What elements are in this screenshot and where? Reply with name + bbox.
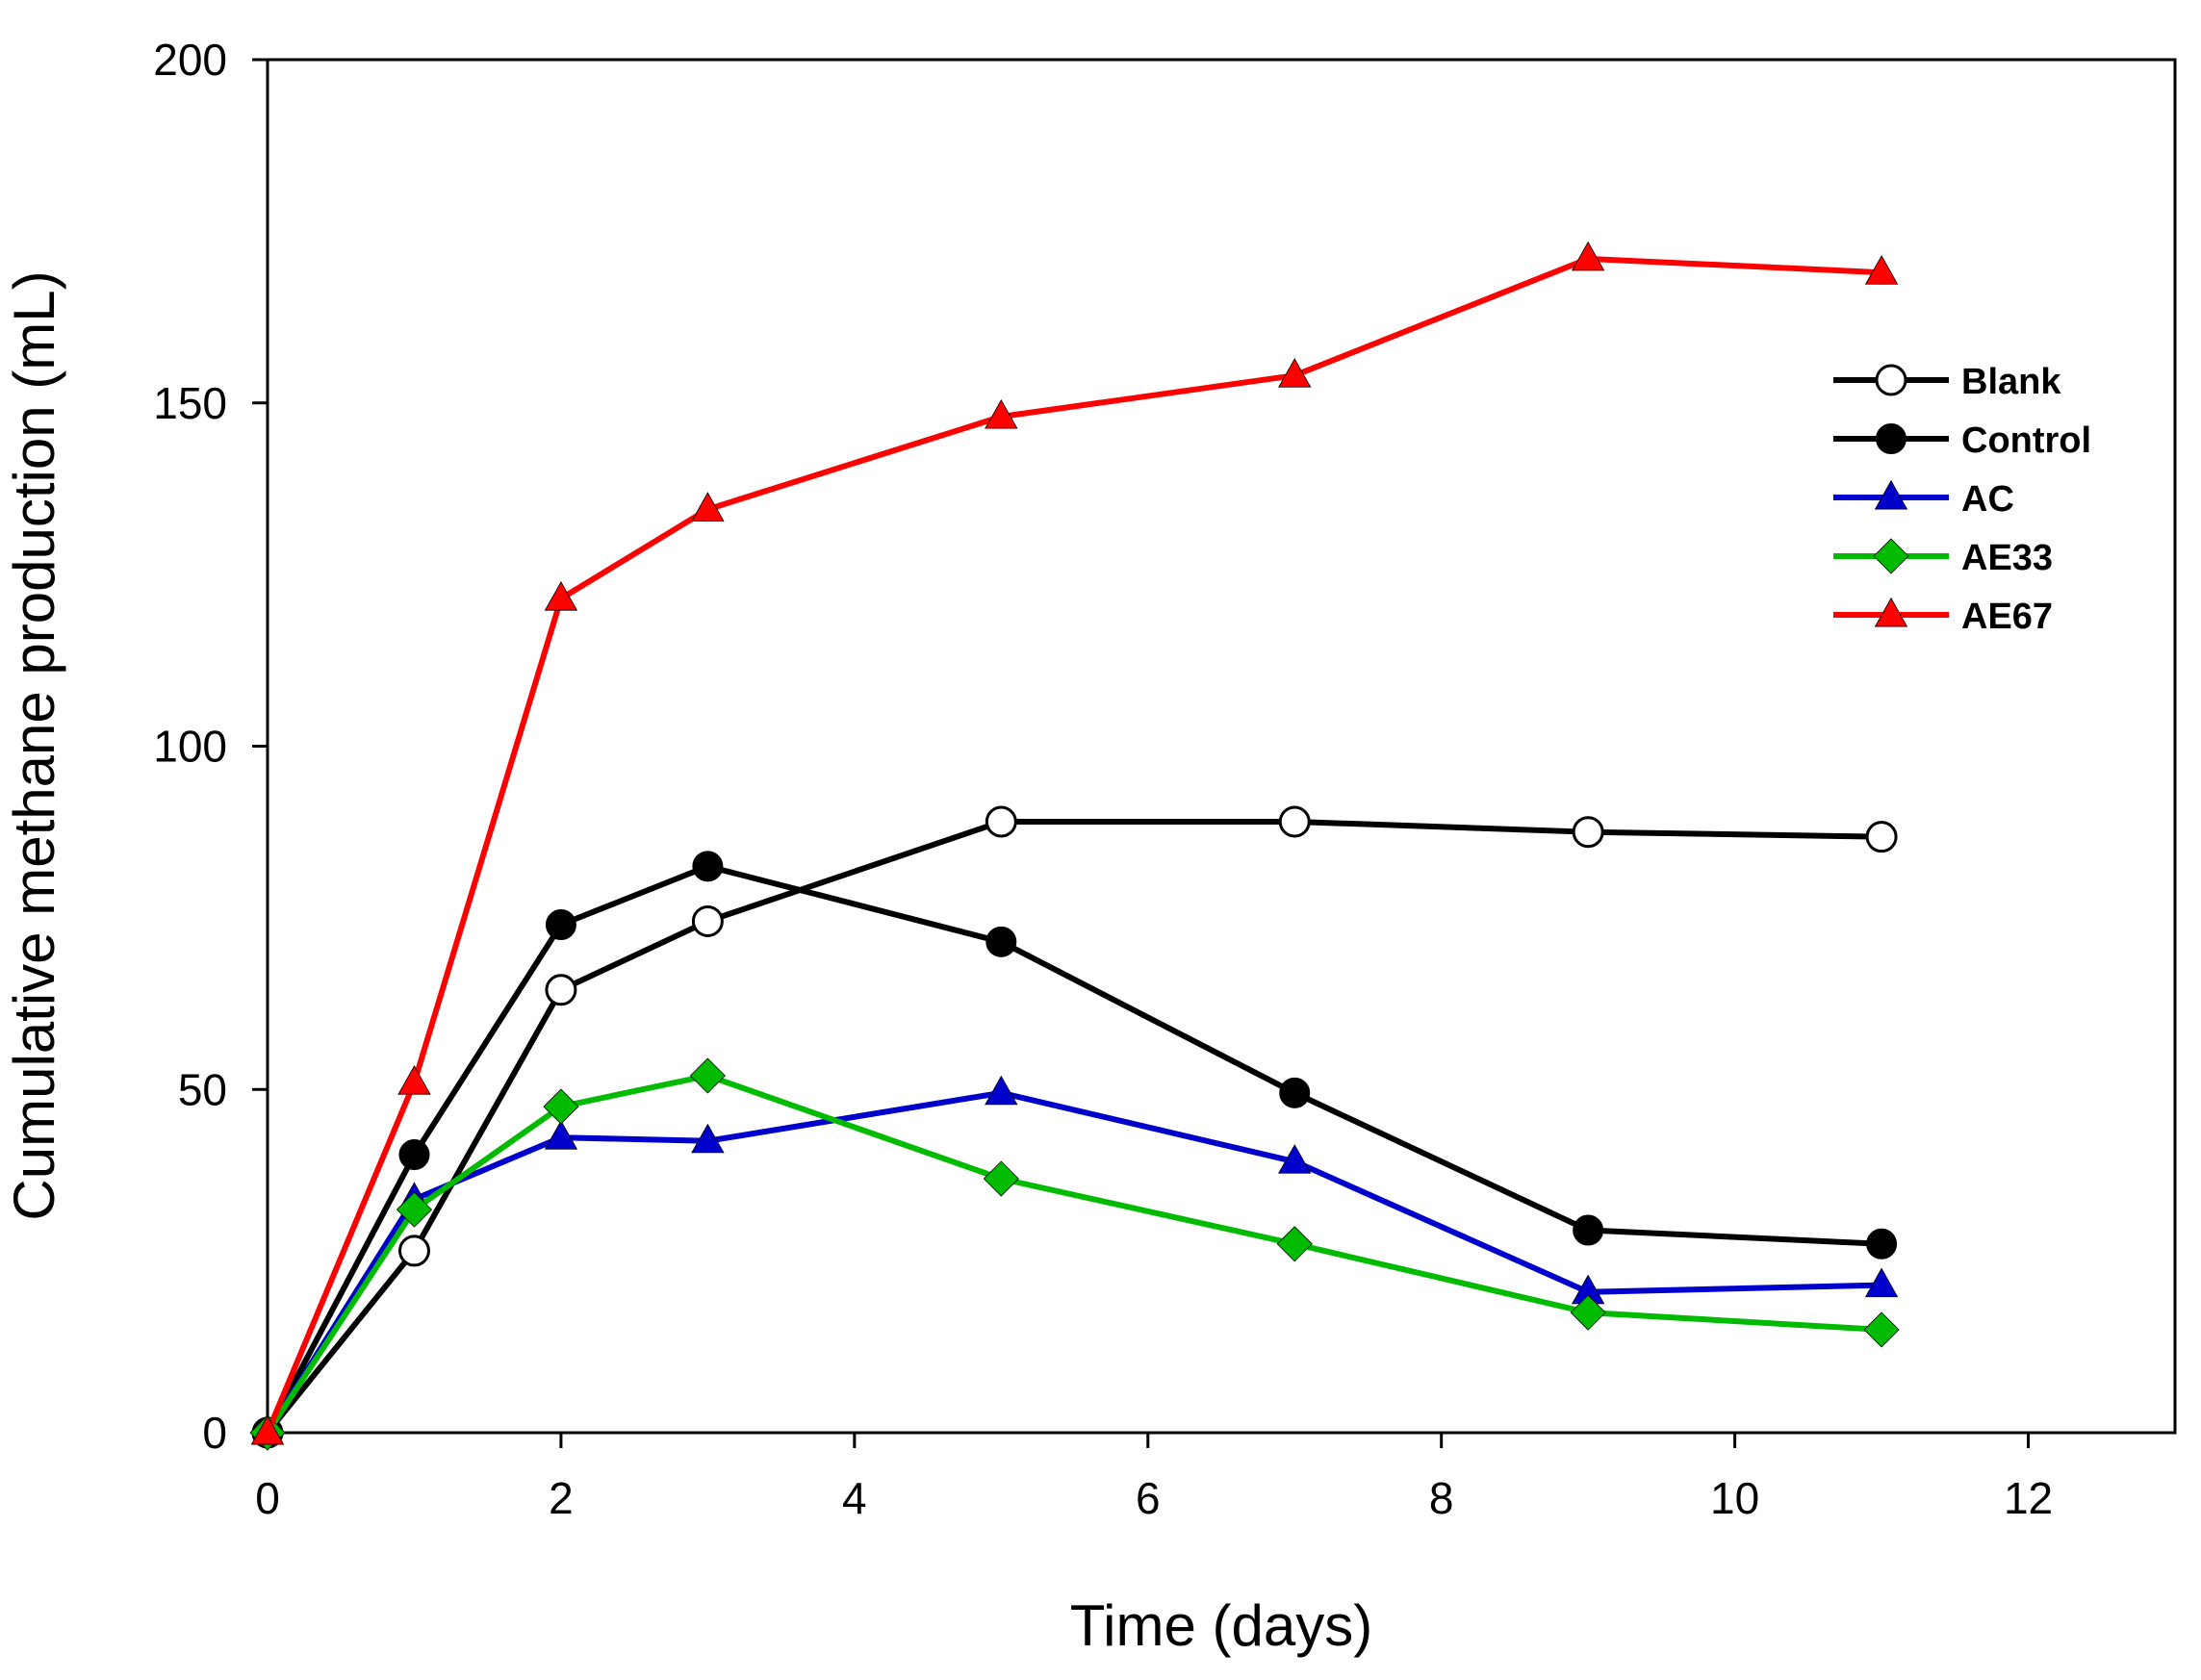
series-line-ae33 [265, 1072, 1882, 1435]
series-blank [251, 805, 1898, 1449]
data-point-control [398, 1139, 430, 1171]
data-point-ae33 [543, 1088, 579, 1125]
data-point-ac [691, 1123, 725, 1154]
data-point-control [1573, 1214, 1604, 1246]
data-point-ae33 [1276, 1226, 1313, 1262]
x-tick-label: 2 [549, 1473, 574, 1523]
y-tick-label: 150 [153, 378, 227, 428]
x-tick-label: 12 [2004, 1473, 2053, 1523]
data-point-blank [397, 1235, 430, 1267]
legend-marker-ac [1874, 479, 1908, 510]
legend-item-control: Control [1833, 420, 2091, 461]
legend-label-blank: Blank [1961, 362, 2061, 402]
x-tick-label: 8 [1429, 1473, 1454, 1523]
y-tick-label: 100 [153, 722, 227, 772]
data-point-ac [1278, 1144, 1312, 1174]
data-point-blank [691, 904, 724, 937]
data-point-blank [1572, 816, 1604, 849]
data-point-ae33 [396, 1191, 433, 1228]
data-point-ae67 [985, 398, 1018, 429]
data-point-ac [985, 1075, 1018, 1106]
legend-item-ae67: AE67 [1833, 597, 2053, 637]
x-axis-title: Time (days) [1070, 1593, 1372, 1658]
data-point-control [1279, 1077, 1311, 1108]
data-point-blank [1278, 805, 1311, 838]
data-point-ae67 [397, 1065, 431, 1095]
data-point-ae33 [983, 1160, 1019, 1197]
data-point-ae67 [1571, 241, 1605, 271]
legend-label-control: Control [1961, 420, 2091, 461]
x-tick-label: 6 [1136, 1473, 1161, 1523]
data-point-ae67 [691, 492, 725, 522]
legend-label-ae67: AE67 [1961, 597, 2053, 637]
data-point-blank [1865, 821, 1898, 853]
y-tick-label: 0 [202, 1408, 227, 1458]
y-tick-label: 50 [178, 1064, 227, 1114]
series-ae67 [250, 241, 1899, 1445]
legend: Blank Control AC AE33 AE67 [1833, 362, 2091, 637]
legend-marker-blank [1875, 364, 1907, 396]
series-layer [249, 241, 1900, 1451]
series-line-control [265, 863, 1882, 1435]
x-tick-label: 4 [842, 1473, 867, 1523]
data-point-ac [1864, 1267, 1899, 1298]
data-point-control [545, 909, 576, 941]
data-point-blank [985, 805, 1017, 838]
x-tick-label: 0 [255, 1473, 280, 1523]
series-line-ae67 [265, 255, 1882, 1435]
legend-item-blank: Blank [1833, 362, 2061, 402]
legend-marker-control [1876, 423, 1907, 454]
series-line-blank [265, 818, 1882, 1435]
data-point-control [1866, 1228, 1898, 1260]
legend-label-ac: AC [1961, 479, 2014, 520]
legend-marker-ae33 [1873, 538, 1909, 574]
data-point-blank [545, 974, 577, 1006]
data-point-ae67 [544, 581, 578, 611]
y-tick-label: 200 [153, 35, 227, 85]
legend-item-ac: AC [1833, 479, 2014, 520]
data-point-control [692, 851, 724, 882]
series-ae33 [249, 1057, 1900, 1451]
x-tick-label: 10 [1710, 1473, 1759, 1523]
legend-item-ae33: AE33 [1833, 538, 2053, 578]
data-point-ae67 [250, 1414, 285, 1445]
data-point-ae67 [1864, 255, 1899, 285]
ticks-layer: 0 2 4 6 8 10 12 0 50 100 150 200 [153, 35, 2053, 1523]
y-axis-title: Cumulative methane production (mL) [2, 270, 66, 1220]
data-point-ae33 [1863, 1311, 1900, 1348]
data-point-ae67 [1278, 358, 1312, 388]
data-point-ae33 [689, 1057, 726, 1094]
series-ac [250, 1075, 1899, 1445]
data-point-control [985, 926, 1017, 957]
data-point-ae33 [1570, 1294, 1606, 1331]
data-point-ac [544, 1120, 578, 1150]
legend-marker-ae67 [1874, 597, 1908, 627]
legend-label-ae33: AE33 [1961, 538, 2053, 578]
